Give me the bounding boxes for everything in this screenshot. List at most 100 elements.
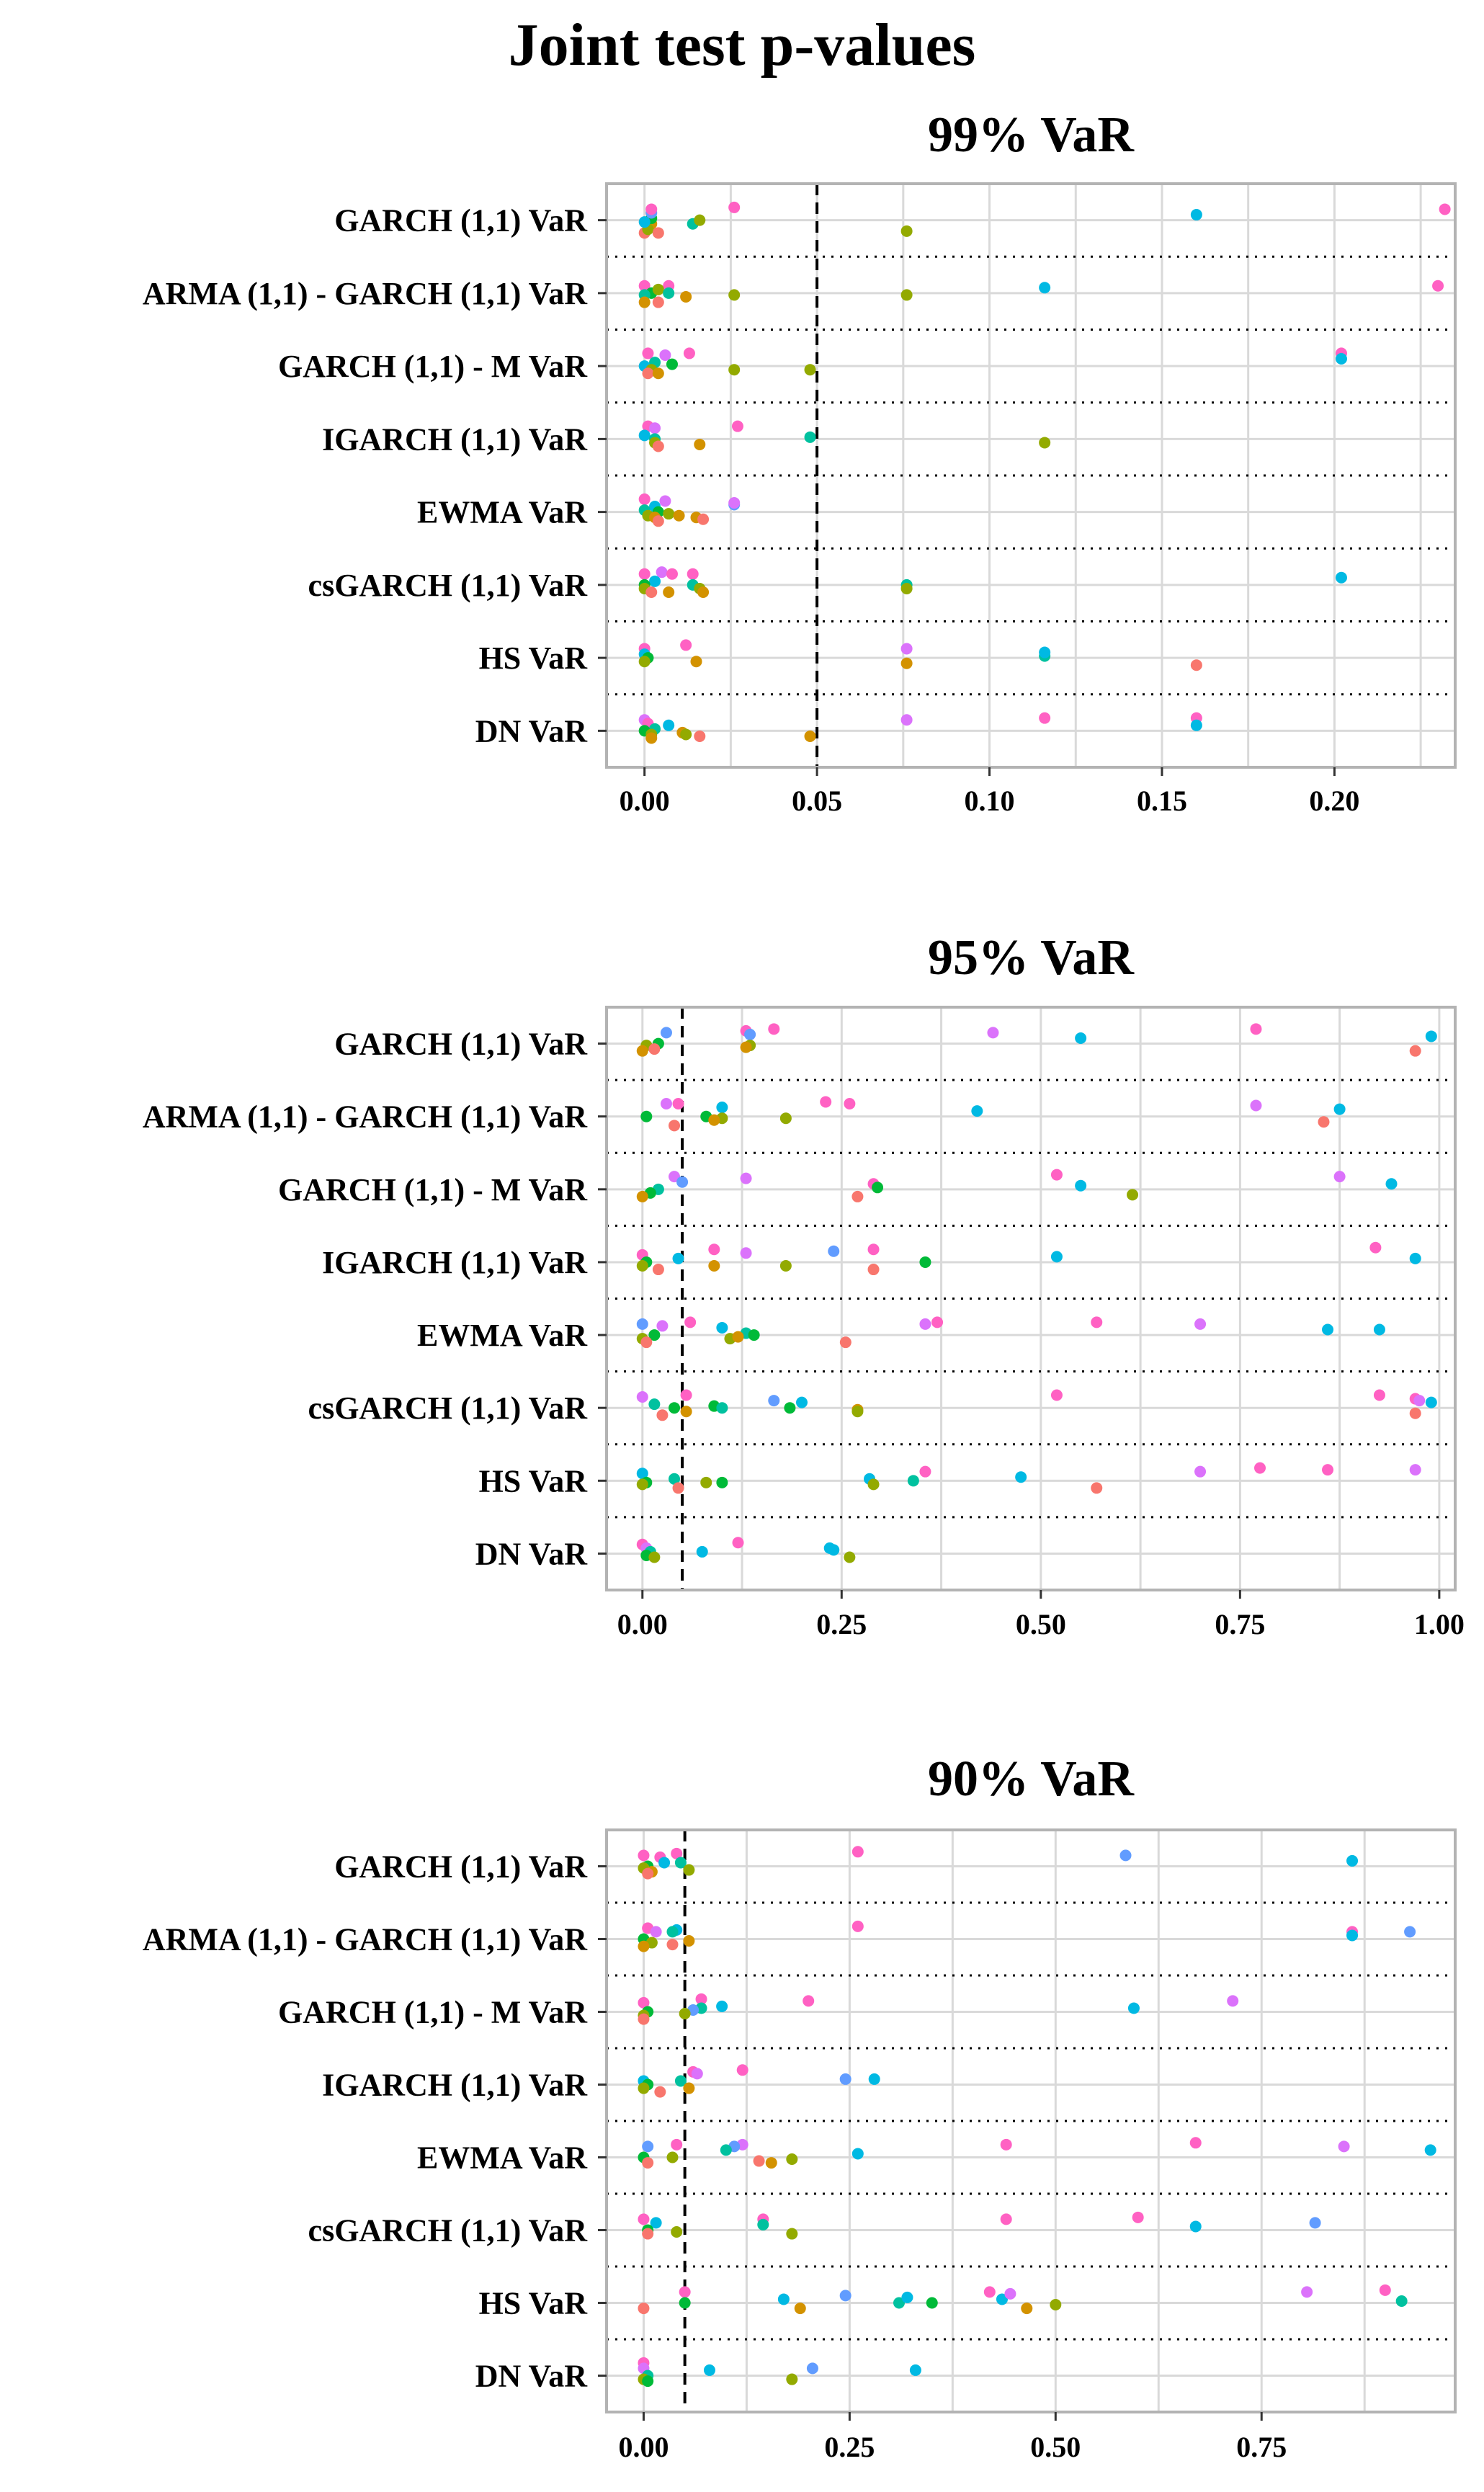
- y-tick-label: ARMA (1,1) - GARCH (1,1) VaR: [143, 276, 588, 311]
- data-point: [654, 2086, 666, 2098]
- data-point: [1190, 719, 1202, 731]
- data-point: [696, 1545, 708, 1558]
- data-point: [1194, 1318, 1207, 1330]
- data-point: [900, 289, 913, 301]
- y-tick-label: IGARCH (1,1) VaR: [322, 421, 588, 457]
- data-point: [648, 1398, 661, 1411]
- data-point: [679, 2008, 691, 2020]
- y-tick-label: DN VaR: [475, 1536, 588, 1571]
- data-point: [1250, 1099, 1262, 1112]
- data-point: [971, 1105, 983, 1117]
- data-point: [666, 1926, 679, 1938]
- data-point: [786, 2228, 798, 2240]
- data-point: [697, 513, 710, 525]
- data-point: [649, 422, 661, 434]
- data-point: [674, 1857, 687, 1869]
- data-point: [672, 1252, 684, 1264]
- data-point: [1190, 209, 1202, 221]
- y-tick-label: DN VaR: [475, 713, 588, 749]
- data-point: [1439, 203, 1451, 215]
- data-point: [636, 1391, 648, 1403]
- data-point: [638, 493, 651, 505]
- data-point: [851, 1846, 864, 1858]
- data-point: [638, 1940, 650, 1952]
- data-point: [820, 1096, 832, 1108]
- data-point: [679, 2286, 691, 2298]
- data-point: [844, 1097, 856, 1109]
- data-point: [663, 586, 675, 598]
- data-point: [1039, 437, 1051, 449]
- y-tick-label: EWMA VaR: [417, 2140, 588, 2176]
- data-point: [1000, 2138, 1012, 2151]
- data-point: [1346, 1854, 1359, 1867]
- data-point: [901, 2291, 913, 2303]
- data-point: [640, 1110, 653, 1122]
- data-point: [736, 2064, 748, 2076]
- data-point: [636, 1190, 648, 1202]
- data-point: [1409, 1464, 1421, 1476]
- y-tick-label: GARCH (1,1) - M VaR: [278, 1172, 588, 1207]
- data-point: [648, 1551, 661, 1563]
- data-point: [679, 2297, 691, 2309]
- data-point: [851, 2148, 864, 2160]
- data-point: [672, 1097, 684, 1109]
- data-point: [669, 1402, 681, 1414]
- data-point: [650, 2217, 662, 2229]
- data-point: [728, 289, 741, 301]
- x-tick-label: 0.05: [792, 785, 842, 817]
- x-tick-label: 0.20: [1309, 785, 1359, 817]
- data-point: [909, 2364, 921, 2376]
- data-point: [680, 1389, 692, 1401]
- data-point: [1309, 2217, 1321, 2229]
- data-point: [645, 586, 658, 598]
- data-point: [1369, 1241, 1382, 1254]
- data-point: [1409, 1252, 1421, 1264]
- data-point: [680, 728, 692, 741]
- y-tick-label: GARCH (1,1) VaR: [334, 1849, 588, 1885]
- data-point: [636, 1045, 648, 1057]
- data-point: [851, 1190, 864, 1202]
- data-point: [652, 227, 664, 239]
- x-tick-label: 0.00: [617, 1608, 668, 1640]
- data-point: [638, 1849, 650, 1862]
- data-point: [1050, 1251, 1063, 1263]
- data-point: [784, 1402, 796, 1414]
- data-point: [1127, 1189, 1139, 1201]
- data-point: [804, 730, 816, 742]
- data-point: [893, 2297, 906, 2309]
- data-point: [1322, 1323, 1334, 1336]
- y-tick-label: GARCH (1,1) - M VaR: [278, 1995, 588, 2030]
- data-point: [1050, 1389, 1063, 1401]
- data-point: [642, 1867, 654, 1880]
- data-point: [663, 719, 675, 731]
- data-point: [804, 431, 816, 443]
- data-point: [1409, 1407, 1421, 1419]
- data-point: [803, 1995, 815, 2007]
- data-point: [636, 1468, 648, 1480]
- data-point: [839, 2073, 851, 2085]
- data-point: [868, 2073, 880, 2085]
- data-point: [1189, 2137, 1202, 2149]
- data-point: [1333, 1103, 1346, 1115]
- data-point: [1075, 1179, 1087, 1192]
- data-point: [695, 1993, 707, 2005]
- data-point: [636, 1318, 648, 1330]
- data-point: [652, 440, 664, 452]
- data-point: [638, 216, 651, 228]
- data-point: [691, 2068, 703, 2080]
- x-tick-label: 0.25: [816, 1608, 867, 1640]
- data-point: [648, 1329, 661, 1341]
- data-point: [740, 1247, 752, 1259]
- data-point: [1015, 1471, 1027, 1483]
- data-point: [740, 1041, 752, 1053]
- data-point: [642, 2375, 654, 2388]
- data-point: [1039, 282, 1051, 294]
- data-point: [919, 1465, 931, 1478]
- data-point: [900, 657, 913, 669]
- y-tick-label: ARMA (1,1) - GARCH (1,1) VaR: [143, 1922, 588, 1957]
- data-point: [1424, 2144, 1436, 2156]
- data-point: [839, 2290, 851, 2302]
- data-point: [708, 1114, 720, 1126]
- data-point: [676, 1176, 689, 1188]
